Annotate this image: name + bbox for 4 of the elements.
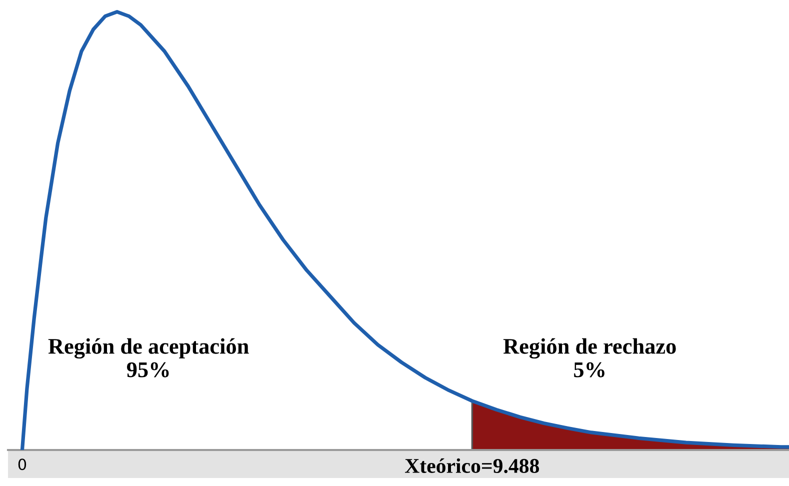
x-tick-label: Xteórico=9.488 [404,458,539,474]
annotation: Región de rechazo 5% [503,338,676,378]
x-tick-label: 0 [18,458,26,470]
annotation: Región de aceptación 95% [48,338,249,378]
